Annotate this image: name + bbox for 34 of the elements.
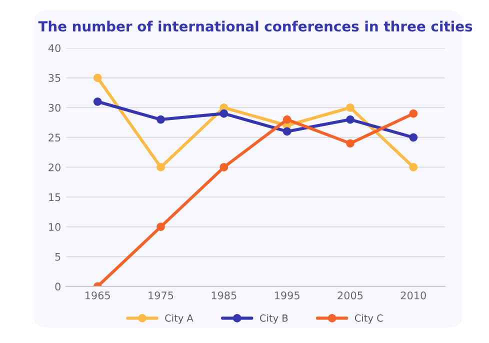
point: [346, 103, 354, 112]
legend-label: City A: [165, 314, 194, 324]
y-tick-label: 15: [49, 193, 60, 202]
point: [409, 133, 418, 142]
point: [409, 109, 418, 118]
point: [346, 115, 354, 124]
chart-title: The number of international conferences in three cities: [38, 20, 472, 32]
x-tick-label: 2005: [338, 291, 363, 300]
point: [282, 127, 292, 136]
point: [93, 97, 102, 106]
x-tick-label: 1995: [274, 291, 300, 300]
y-tick-label: 20: [48, 163, 60, 172]
point: [156, 115, 165, 124]
x-tick-label: 1975: [148, 291, 174, 300]
y-tick-label: 35: [48, 74, 60, 82]
x-tick-label: 2010: [400, 291, 426, 300]
x-tick-label: 1965: [85, 291, 110, 300]
legend-label: City C: [354, 314, 383, 324]
point: [409, 163, 418, 172]
y-tick-label: 5: [55, 252, 60, 261]
point: [346, 139, 354, 148]
point: [156, 222, 165, 231]
point: [156, 163, 165, 172]
point: [220, 163, 228, 172]
point: [220, 109, 228, 118]
legend-label: City B: [260, 314, 288, 324]
point: [282, 115, 292, 124]
y-tick-label: 40: [48, 44, 60, 52]
y-tick-label: 10: [49, 223, 60, 231]
x-tick-label: 1985: [212, 291, 236, 300]
y-tick-label: 0: [55, 282, 60, 291]
y-tick-label: 25: [48, 134, 60, 142]
y-tick-label: 30: [48, 104, 60, 112]
point: [93, 74, 102, 82]
